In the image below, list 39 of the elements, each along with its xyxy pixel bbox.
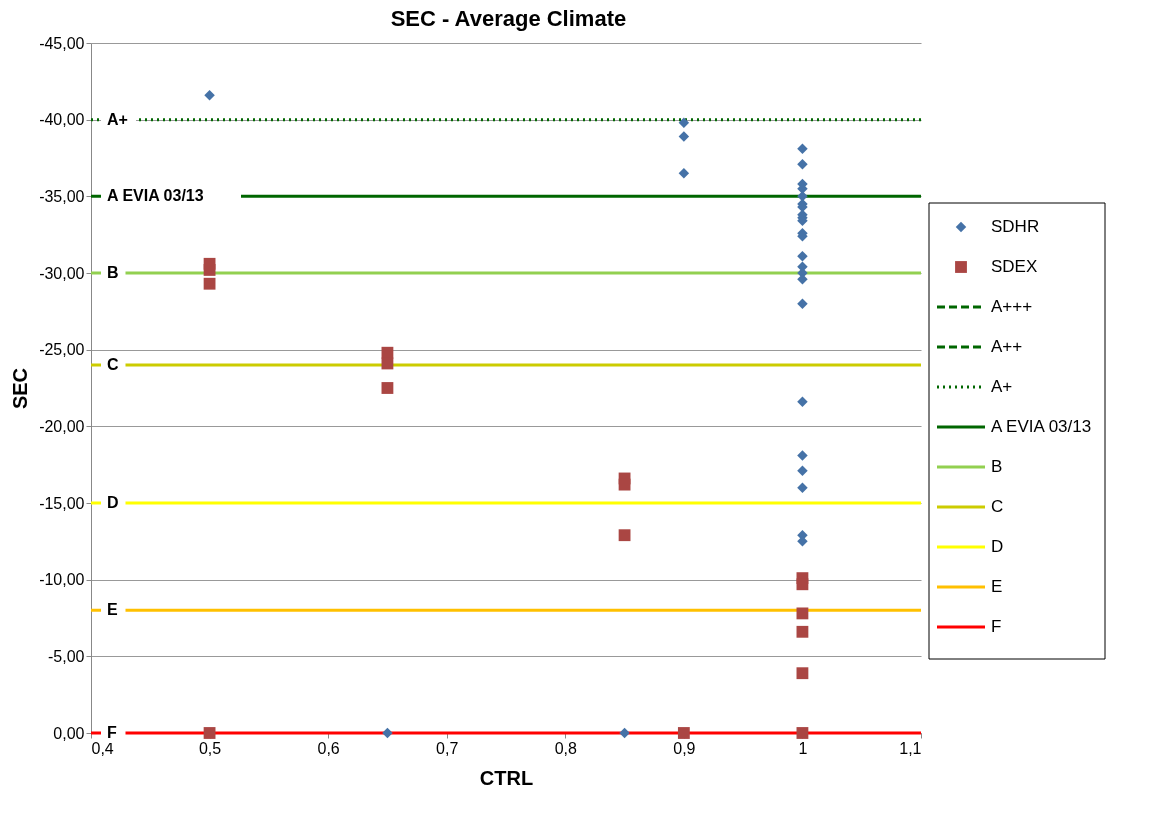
legend-label: A+++ (991, 297, 1033, 316)
legend-label: SDEX (991, 257, 1038, 276)
y-tick-label: -45,00 (39, 34, 85, 52)
text: A+ (107, 110, 128, 128)
x-tick-label: 1 (798, 739, 808, 757)
x-tick-label: 0,7 (436, 739, 459, 757)
legend-label: D (991, 537, 1004, 556)
y-tick-label: -20,00 (39, 417, 85, 435)
text: B (107, 264, 119, 281)
x-tick-label: 0,9 (673, 739, 696, 757)
chart-title: SEC - Average Climate (390, 6, 627, 31)
legend-label: C (991, 497, 1004, 516)
y-tick-label: -35,00 (39, 187, 85, 205)
x-tick-label: 0,8 (554, 739, 577, 757)
legend-label: SDHR (991, 217, 1040, 236)
y-tick-label: 0,00 (53, 724, 85, 742)
legend-label: A++ (991, 337, 1023, 356)
legend-label: E (991, 577, 1003, 596)
y-tick-label: -40,00 (39, 111, 85, 129)
legend-label: B (991, 457, 1003, 476)
legend-label: F (991, 617, 1002, 636)
text: F (107, 724, 117, 741)
y-tick-label: -5,00 (48, 647, 85, 665)
legend-label: A EVIA 03/13 (991, 417, 1092, 436)
y-tick-label: -30,00 (39, 264, 85, 282)
y-tick-label: -25,00 (39, 341, 85, 359)
x-tick-label: 0,6 (317, 739, 340, 757)
text: A EVIA 03/13 (107, 187, 204, 205)
x-tick-label: 0,4 (91, 739, 114, 757)
y-tick-label: -15,00 (39, 494, 85, 512)
x-tick-label: 1,1 (899, 739, 922, 757)
x-tick-label: 0,5 (198, 739, 222, 757)
text: D (107, 494, 119, 511)
text: E (107, 601, 118, 619)
x-axis-title: CTRL (479, 766, 534, 789)
y-axis-title: SEC (9, 367, 32, 410)
y-tick-label: -10,00 (39, 571, 85, 589)
legend-label: A+ (991, 377, 1013, 396)
text: C (107, 356, 119, 373)
